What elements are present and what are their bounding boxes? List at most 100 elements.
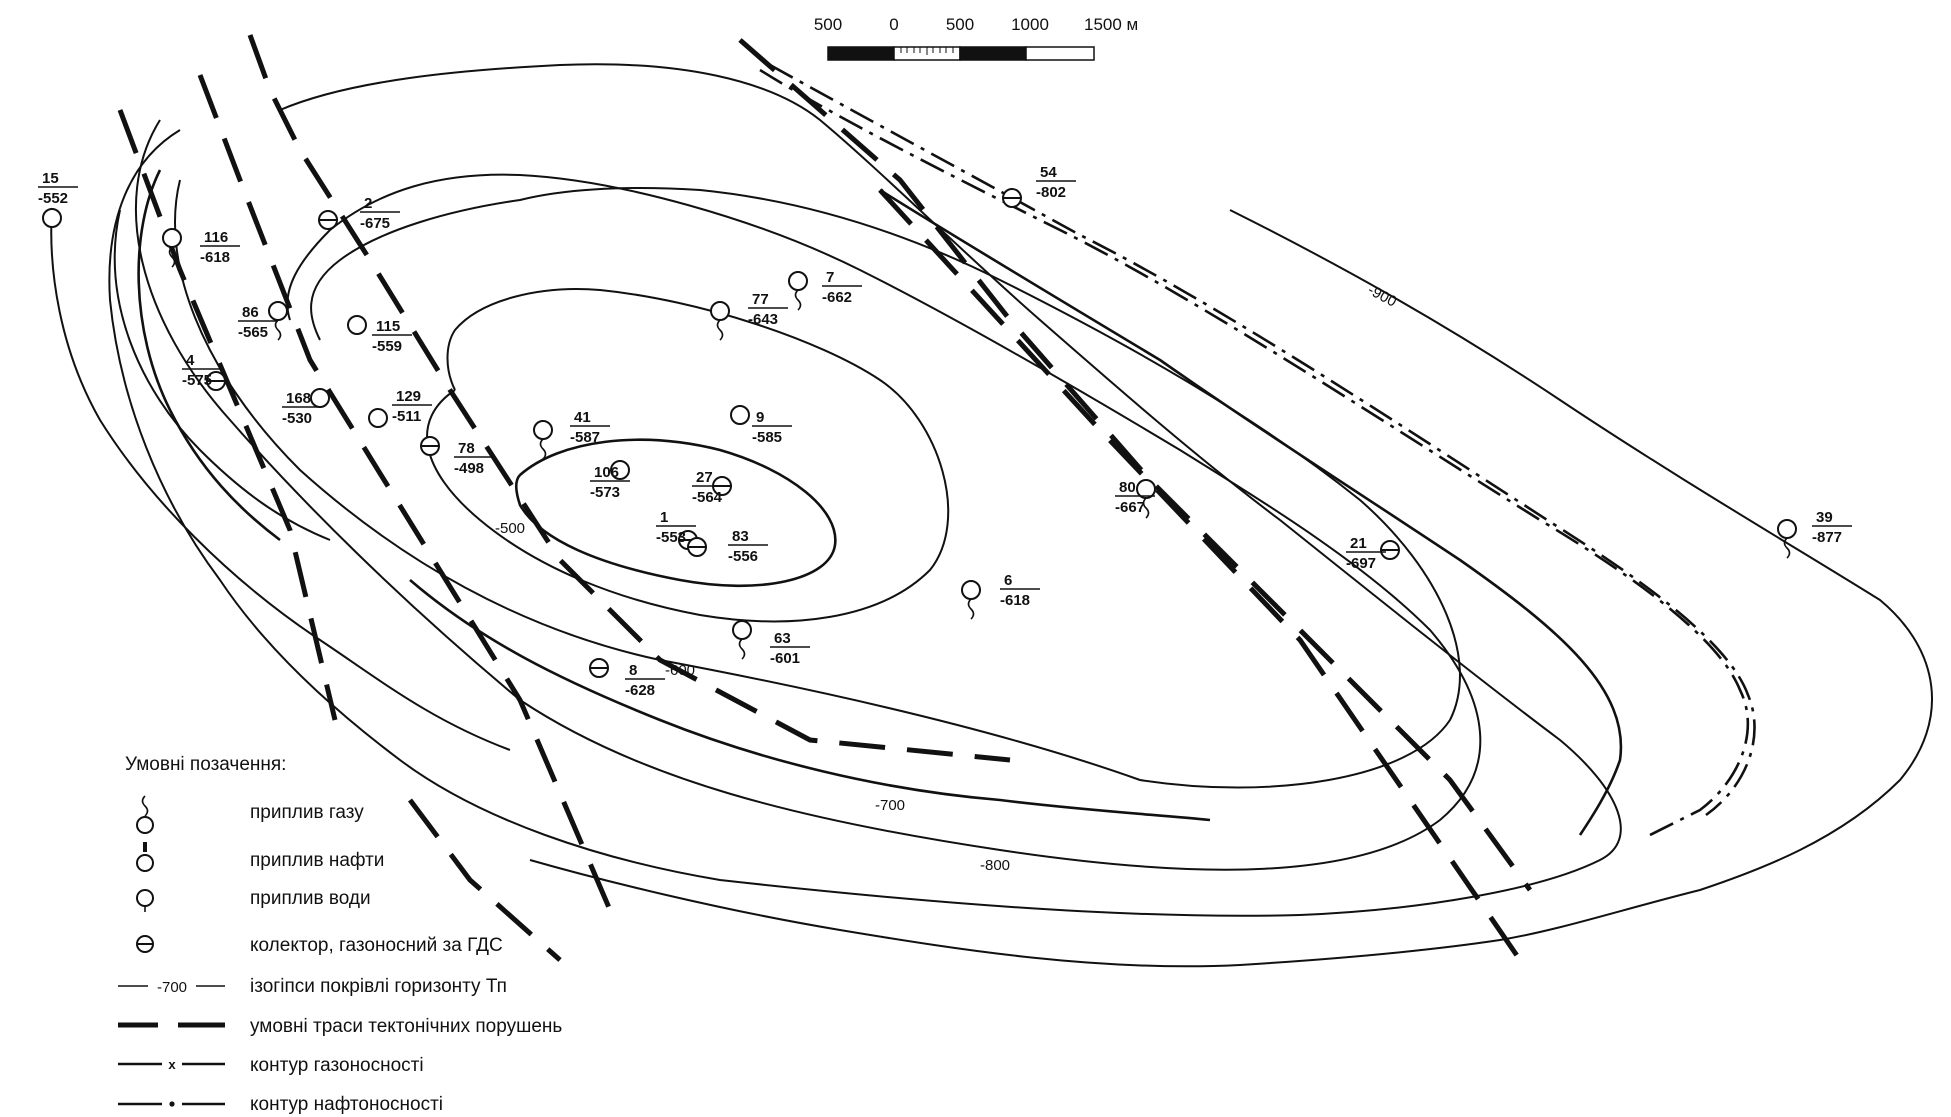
well-83: 83 -556 (687, 528, 768, 565)
well-115: 115 -559 (347, 315, 412, 355)
well-number: 6 (1004, 572, 1012, 589)
isoline-600-west (113, 209, 331, 541)
well-2: 2 -675 (318, 195, 400, 232)
well-symbol (268, 301, 288, 321)
scale-bar: 500 0 500 1000 1500 м (814, 15, 1138, 61)
svg-text:x: x (168, 1057, 176, 1072)
scale-label-1500: 1500 м (1084, 15, 1138, 34)
well-number: 168 (286, 390, 311, 407)
gas-contour-inner (514, 438, 837, 588)
legend-isohypse-sample: -700 (157, 979, 187, 996)
well-elevation: -511 (392, 408, 421, 425)
gas-contour-south (409, 579, 1211, 822)
well-symbol (730, 405, 750, 425)
isoline-label-900: -900 (1365, 281, 1399, 310)
well-number: 7 (826, 269, 834, 286)
well-number: 129 (396, 388, 421, 405)
isoline-label-800: -800 (980, 857, 1010, 874)
well-elevation: -498 (454, 460, 484, 477)
isoline-800 (108, 63, 1622, 917)
fault-5 (878, 188, 1523, 962)
legend-symbol-gas-contour: x (118, 1057, 225, 1072)
well-elevation: -556 (728, 548, 758, 565)
well-15: 15 -552 (38, 170, 78, 228)
gas-contour-west (137, 169, 281, 542)
well-number: 78 (458, 440, 475, 457)
isohypses: -900 -800 -700 -600 -500 (50, 63, 1934, 968)
well-39: 39 -877 (1777, 509, 1852, 559)
isoline-500-west (50, 207, 511, 751)
well-number: 8 (629, 662, 637, 679)
legend: Умовні позачення: приплив газу приплив н… (118, 754, 562, 1115)
well-elevation: -552 (38, 190, 68, 207)
well-number: 4 (186, 352, 195, 369)
legend-label-oil-contour: контур нафтоносності (250, 1094, 443, 1115)
well-129: 129 -511 (368, 388, 432, 428)
scale-label-500-left: 500 (814, 15, 842, 34)
well-elevation: -553 (656, 529, 686, 546)
scale-label-0: 0 (889, 15, 898, 34)
well-86: 86 -565 (238, 301, 288, 341)
well-elevation: -530 (282, 410, 312, 427)
well-symbol (1136, 479, 1156, 499)
well-54: 54 -802 (1002, 164, 1076, 208)
legend-label-isohypse: ізогіпси покрівлі горизонту Тп (250, 976, 507, 997)
well-symbol (310, 388, 330, 408)
well-number: 80 (1119, 479, 1136, 496)
gas-contours (137, 169, 1623, 836)
well-80: 80 -667 (1115, 479, 1156, 519)
well-elevation: -675 (360, 215, 390, 232)
well-number: 83 (732, 528, 749, 545)
well-8: 8 -628 (589, 658, 665, 699)
fault-1 (247, 34, 1011, 763)
well-number: 27 (696, 469, 713, 486)
well-symbol (368, 408, 388, 428)
well-number: 115 (376, 318, 400, 335)
gas-inflow-mark (168, 246, 176, 268)
well-number: 41 (574, 409, 591, 426)
well-symbol (42, 208, 62, 228)
well-elevation: -662 (822, 289, 852, 306)
scale-label-500: 500 (946, 15, 974, 34)
well-elevation: -601 (770, 650, 800, 667)
well-symbol (710, 301, 730, 321)
legend-symbol-oil-contour (118, 1101, 225, 1107)
gas-inflow-mark (716, 319, 724, 341)
well-elevation: -802 (1036, 184, 1066, 201)
well-elevation: -573 (590, 484, 620, 501)
well-elevation: -559 (372, 338, 402, 355)
well-number: 9 (756, 409, 764, 426)
legend-label-water-inflow: приплив води (250, 888, 371, 909)
isoline-label-700: -700 (875, 797, 905, 814)
well-elevation: -643 (748, 311, 778, 328)
well-elevation: -575 (182, 372, 212, 389)
gas-inflow-mark (967, 598, 975, 620)
well-symbol (533, 420, 553, 440)
well-number: 77 (752, 291, 769, 308)
well-9: 9 -585 (730, 405, 792, 446)
legend-symbol-oil-inflow (136, 842, 154, 872)
isoline-600 (174, 179, 1461, 789)
well-elevation: -565 (238, 324, 268, 341)
well-number: 39 (1816, 509, 1833, 526)
isoline-900 (529, 209, 1934, 968)
well-number: 15 (42, 170, 59, 187)
well-number: 2 (364, 195, 372, 212)
oil-contour-east (759, 68, 1750, 837)
well-elevation: -587 (570, 429, 600, 446)
legend-symbol-gas-inflow (136, 795, 154, 834)
isoline-500-inner (426, 288, 950, 623)
well-168: 168 -530 (282, 388, 330, 427)
well-symbol (1777, 519, 1797, 539)
well-6: 6 -618 (961, 572, 1040, 620)
well-number: 54 (1040, 164, 1057, 181)
gas-inflow-mark (1142, 497, 1150, 519)
oil-contours (759, 63, 1756, 837)
well-symbol (610, 460, 630, 480)
well-7: 7 -662 (788, 269, 862, 311)
isoline-700 (134, 119, 1482, 871)
well-symbol (788, 271, 808, 291)
well-symbol (162, 228, 182, 248)
gas-inflow-mark (274, 319, 282, 341)
